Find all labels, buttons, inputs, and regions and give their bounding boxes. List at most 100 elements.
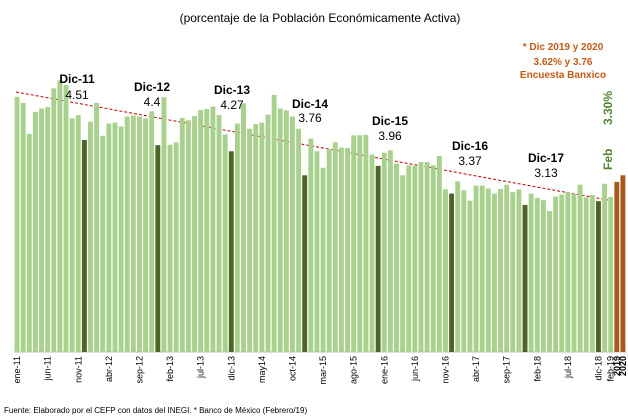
- bar: [167, 144, 173, 352]
- bar: [540, 200, 546, 352]
- annotation-value: 4.51: [65, 88, 89, 102]
- x-tick-label: feb-18: [532, 356, 542, 382]
- x-tick-label: nov-16: [440, 356, 450, 384]
- bar: [137, 116, 142, 352]
- x-tick-label: 2019: [612, 356, 622, 376]
- bar: [94, 102, 100, 353]
- annotation-value: 3.37: [458, 154, 482, 168]
- bar: [20, 102, 26, 353]
- bar: [418, 162, 424, 352]
- annotation-label: Dic-16: [452, 139, 488, 153]
- x-tick-label: may14: [257, 356, 267, 383]
- bar: [302, 175, 308, 352]
- x-tick-label: nov-11: [73, 356, 83, 383]
- bar: [88, 121, 93, 352]
- x-tick-label: ene-11: [12, 356, 22, 383]
- annotation-label: Dic-11: [59, 72, 95, 86]
- x-tick-label: ene-16: [379, 356, 389, 384]
- bar: [69, 118, 75, 352]
- bar: [467, 200, 473, 352]
- bar: [283, 110, 289, 352]
- bar: [614, 181, 620, 352]
- bar: [314, 151, 320, 352]
- bar: [547, 211, 552, 352]
- annotation-value: 4.27: [220, 98, 244, 112]
- bar: [149, 111, 155, 352]
- bar: [161, 97, 167, 352]
- chart-subtitle: (porcentaje de la Población Económicamen…: [180, 11, 461, 25]
- bar: [308, 138, 314, 352]
- bar: [234, 123, 240, 352]
- feb-note-value: 3.30%: [601, 91, 615, 125]
- annotation-label: Dic-13: [214, 83, 250, 97]
- x-tick-label: jul-13: [196, 356, 206, 379]
- bar: [565, 192, 571, 352]
- bar: [326, 148, 332, 352]
- bar: [259, 122, 265, 352]
- bar: [608, 196, 614, 352]
- bar: [75, 115, 81, 353]
- bar: [406, 165, 412, 352]
- bar: [387, 150, 393, 352]
- bar: [253, 124, 259, 352]
- bar: [106, 123, 112, 352]
- annotation-value: 4.4: [144, 95, 161, 109]
- bar: [228, 151, 234, 352]
- source-note: Fuente: Elaborado por el CEFP con datos …: [4, 406, 307, 415]
- bar: [510, 192, 516, 352]
- bar: [185, 120, 191, 352]
- x-tick-label: feb-13: [165, 356, 175, 382]
- x-tick-label: jul-18: [563, 356, 573, 379]
- bar: [216, 115, 222, 353]
- bar: [332, 142, 338, 352]
- x-tick-label: dic-13: [226, 356, 236, 381]
- bar: [443, 189, 448, 352]
- x-tick-label: dic-18: [593, 356, 603, 381]
- bar: [173, 142, 179, 352]
- bar: [455, 181, 461, 352]
- x-tick-label: 2020: [618, 356, 628, 376]
- bar: [485, 188, 491, 352]
- bar: [351, 135, 357, 352]
- bar: [247, 128, 253, 352]
- bar: [479, 185, 485, 352]
- bar: [583, 197, 589, 352]
- bar: [412, 165, 418, 352]
- bar: [436, 156, 442, 352]
- bar: [498, 188, 503, 352]
- bar: [381, 152, 387, 352]
- bar: [553, 196, 559, 352]
- feb-note: Feb: [601, 149, 615, 170]
- annotation-value: 3.76: [298, 111, 322, 125]
- bar: [504, 184, 510, 352]
- bar: [491, 193, 497, 352]
- bar: [241, 103, 246, 353]
- x-tick-label: mar-15: [318, 356, 328, 385]
- bar: [45, 107, 51, 352]
- bar: [57, 80, 63, 352]
- bar: [271, 94, 277, 352]
- bar: [559, 194, 565, 352]
- bar: [143, 118, 149, 352]
- forecast-note: * Dic 2019 y 2020: [523, 42, 604, 53]
- x-tick-label: sep-12: [134, 356, 144, 384]
- bar: [32, 111, 38, 352]
- bar: [596, 201, 601, 352]
- bar: [449, 193, 455, 352]
- bar: [81, 140, 87, 352]
- annotation-label: Dic-17: [528, 151, 564, 165]
- annotation-label: Dic-15: [372, 114, 408, 128]
- bar: [461, 190, 467, 352]
- bar: [296, 128, 302, 352]
- bar: [290, 116, 295, 352]
- annotation-label: Dic-12: [134, 80, 170, 94]
- bar: [100, 135, 106, 352]
- bar: [430, 165, 436, 352]
- bar: [528, 193, 534, 352]
- bar: [39, 108, 44, 352]
- bar: [620, 175, 626, 352]
- bar: [577, 184, 583, 352]
- annotation-value: 3.13: [534, 166, 558, 180]
- forecast-note: Encuesta Banxico: [520, 70, 606, 81]
